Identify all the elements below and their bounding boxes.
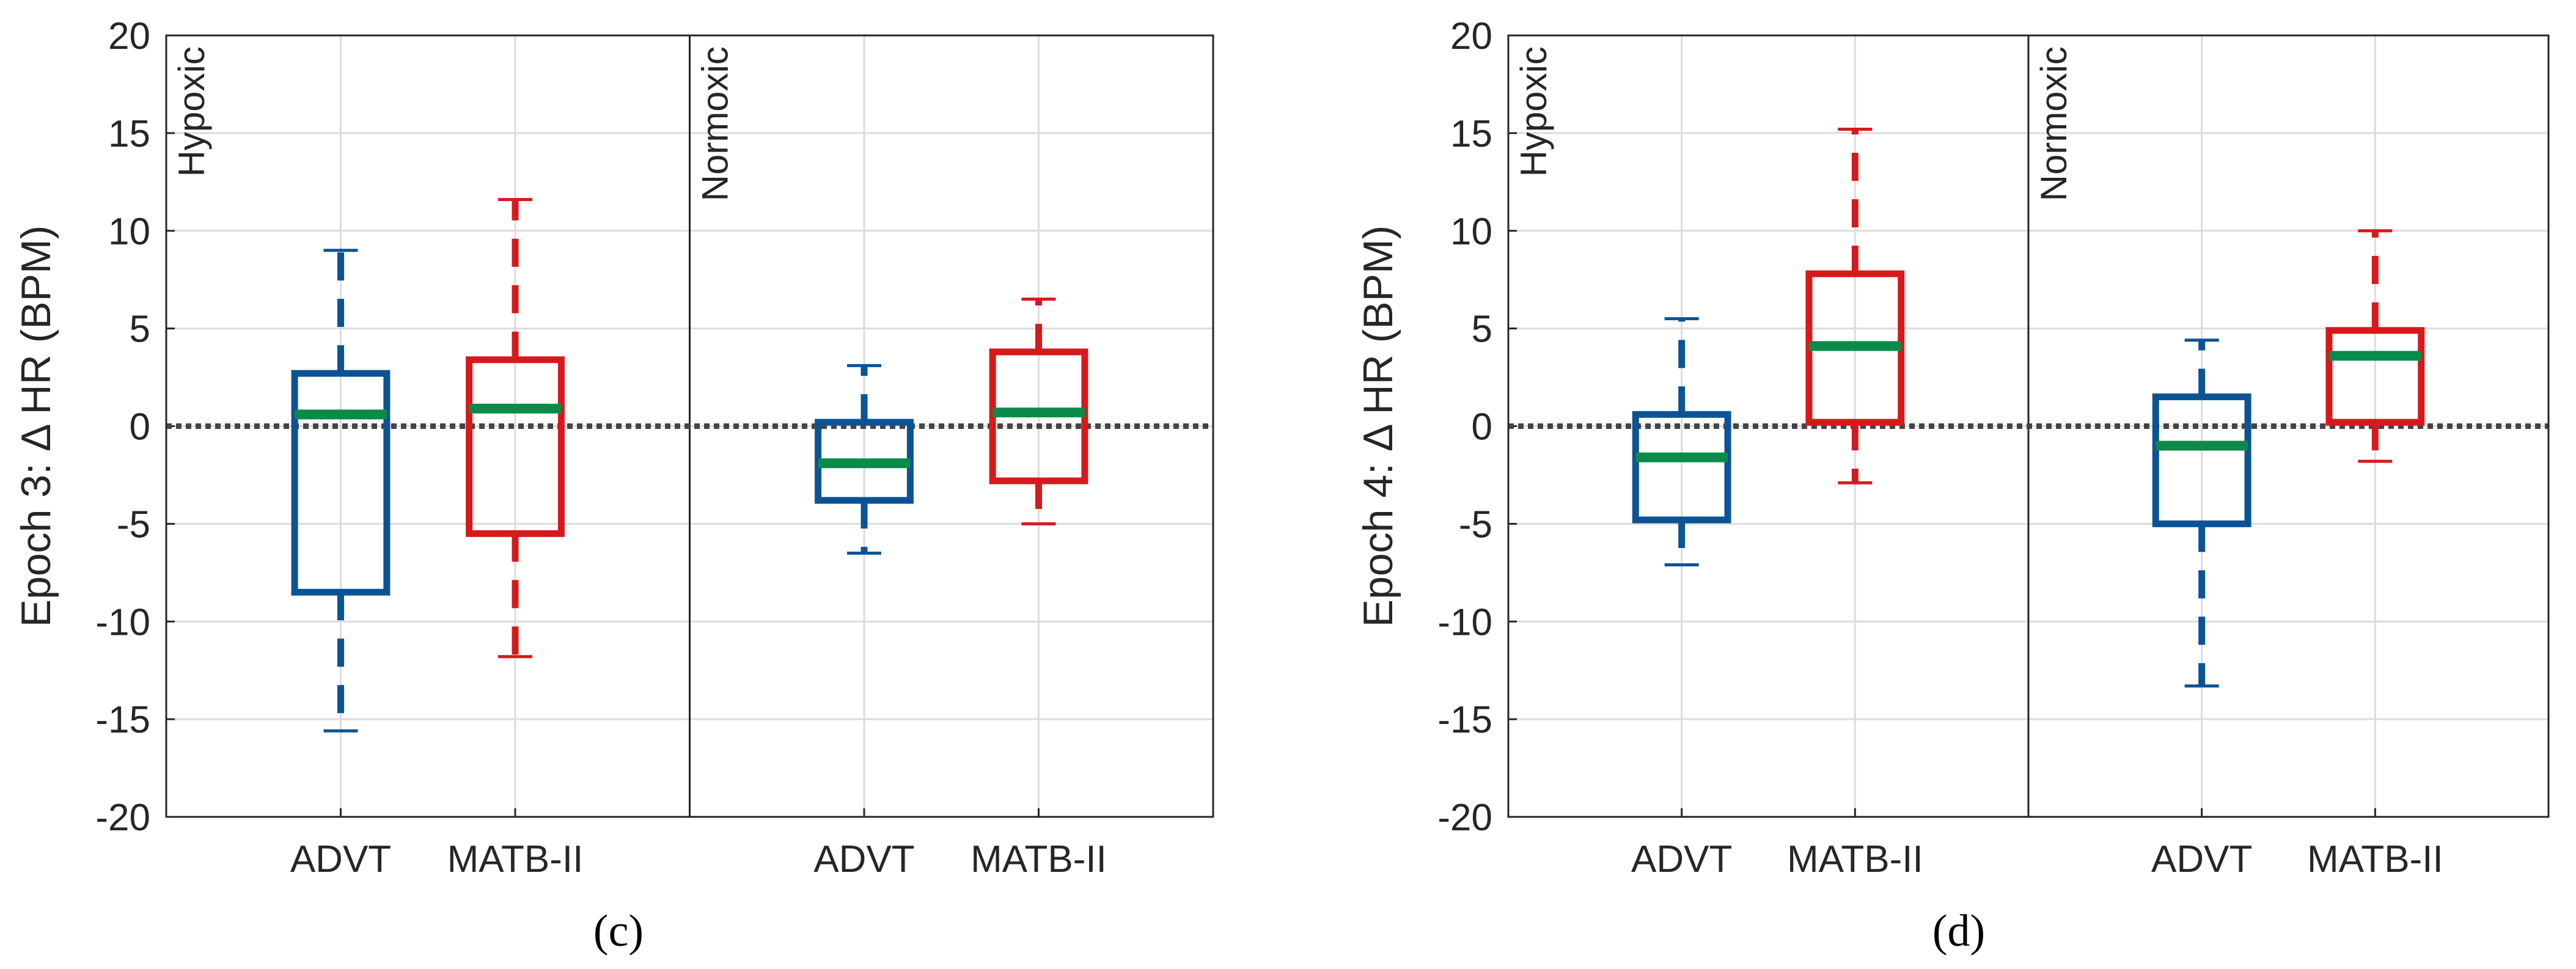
box-normoxic-advt (2152, 338, 2251, 688)
box-iqr (2152, 393, 2251, 527)
y-axis-label: Epoch 3: Δ HR (BPM) (13, 225, 59, 627)
y-tick-label: 15 (1450, 113, 1492, 155)
y-tick-label: 20 (108, 15, 150, 57)
y-tick-label: 20 (1450, 15, 1492, 57)
y-tick-label: -10 (95, 601, 150, 643)
x-tick-label: MATB-II (971, 838, 1107, 880)
y-tick-label: -15 (95, 699, 150, 741)
y-tick-label: 5 (130, 309, 150, 351)
x-tick-label: MATB-II (447, 838, 584, 880)
y-tick-label: 10 (1450, 211, 1492, 253)
box-hypoxic-advt (1632, 317, 1731, 567)
box-iqr (291, 370, 391, 596)
x-tick-label: ADVT (813, 838, 914, 880)
box-normoxic-matb-ii (2325, 229, 2425, 463)
chart-panel-c: -20 -15 -10 -5 0 5 10 15 20 ADVT MATB-II ADVT MATB-I… (13, 15, 1214, 956)
box-normoxic-advt (815, 364, 914, 555)
y-tick-label: -20 (1437, 797, 1492, 839)
chart-panel-d: -20 -15 -10 -5 0 5 10 15 20 ADVT MATB-II ADVT MATB-I… (1355, 15, 2550, 956)
box-normoxic-matb-ii (989, 298, 1088, 525)
axes-border (1507, 34, 2550, 818)
box-hypoxic-matb-ii (466, 198, 565, 659)
axes-border (165, 34, 1214, 818)
x-tick-label: MATB-II (1787, 838, 1923, 880)
y-tick-label: 10 (108, 211, 150, 253)
group-label-hypoxic: Hypoxic (1513, 46, 1554, 177)
y-axis-label: Epoch 4: Δ HR (BPM) (1355, 225, 1401, 627)
box-iqr (2325, 327, 2425, 426)
group-label-normoxic: Normoxic (2033, 46, 2074, 201)
y-tick-label: 0 (130, 406, 150, 448)
x-tick-label: ADVT (2151, 838, 2252, 880)
y-tick-label: -5 (117, 503, 150, 546)
box-iqr (1632, 411, 1731, 524)
y-tick-label: 15 (108, 113, 150, 155)
group-label-hypoxic: Hypoxic (171, 46, 212, 177)
y-tick-label: -20 (95, 797, 150, 839)
box-hypoxic-matb-ii (1805, 127, 1905, 484)
panel-label: (d) (1932, 906, 1985, 956)
group-label-normoxic: Normoxic (695, 46, 736, 201)
y-tick-label: 5 (1472, 309, 1492, 351)
x-tick-label: ADVT (290, 838, 391, 880)
y-tick-label: -10 (1437, 601, 1492, 643)
box-hypoxic-advt (291, 249, 391, 733)
y-tick-label: -5 (1459, 503, 1492, 546)
x-tick-label: MATB-II (2307, 838, 2443, 880)
box-iqr (466, 356, 565, 537)
y-tick-label: -15 (1437, 699, 1492, 741)
panel-label: (c) (593, 906, 644, 956)
y-tick-label: 0 (1472, 406, 1492, 448)
x-tick-label: ADVT (1631, 838, 1732, 880)
